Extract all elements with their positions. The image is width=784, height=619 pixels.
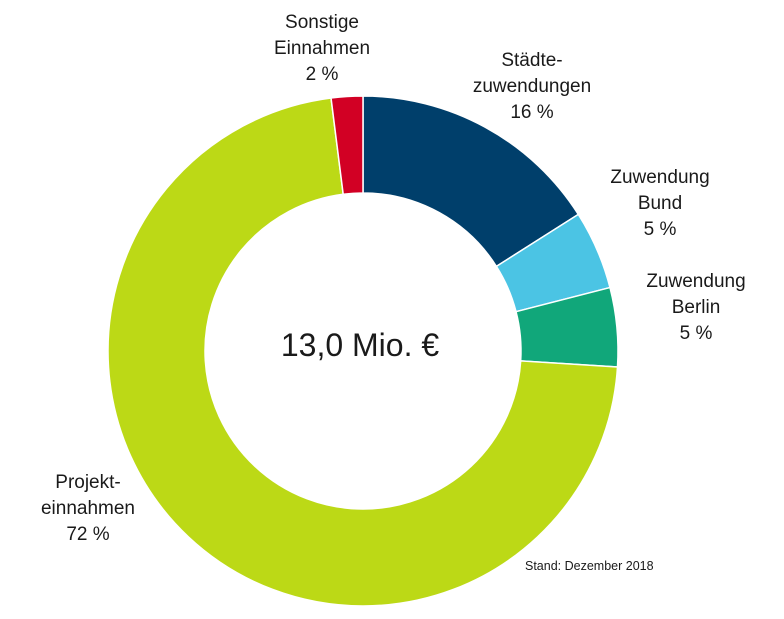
slice-sonstige-einnahmen: [330, 95, 364, 196]
center-total-label: 13,0 Mio. €: [280, 327, 440, 363]
slice-label-line: Zuwendung: [610, 167, 710, 188]
slice-percent: 16 %: [510, 102, 554, 123]
slice-label-line: zuwendungen: [472, 76, 592, 97]
slice-label-line: einnahmen: [40, 498, 136, 519]
slice-label-zuwendung-berlin: Zuwendung Berlin 5 %: [626, 269, 766, 347]
footnote: Stand: Dezember 2018: [525, 559, 654, 573]
slice-label-zuwendung-bund: Zuwendung Bund 5 %: [590, 165, 730, 243]
slice-label-line: Berlin: [671, 297, 721, 318]
slice-label-line: Einnahmen: [273, 38, 371, 59]
slice-label-line: Sonstige: [285, 12, 359, 33]
slice-projekteinnahmen: [107, 97, 619, 607]
slice-percent: 2 %: [305, 64, 339, 85]
slice-percent: 5 %: [643, 219, 677, 240]
slice-percent: 72 %: [66, 524, 110, 545]
slice-label-sonstige-einnahmen: Sonstige Einnahmen 2 %: [262, 10, 382, 88]
slice-label-projekteinnahmen: Projekt- einnahmen 72 %: [18, 470, 158, 548]
slice-label-staedtezuwendungen: Städte- zuwendungen 16 %: [452, 48, 612, 126]
slice-label-line: Städte-: [501, 50, 563, 71]
slice-label-line: Bund: [637, 193, 683, 214]
slice-label-line: Projekt-: [55, 472, 121, 493]
slice-percent: 5 %: [679, 323, 713, 344]
slice-label-line: Zuwendung: [646, 271, 746, 292]
